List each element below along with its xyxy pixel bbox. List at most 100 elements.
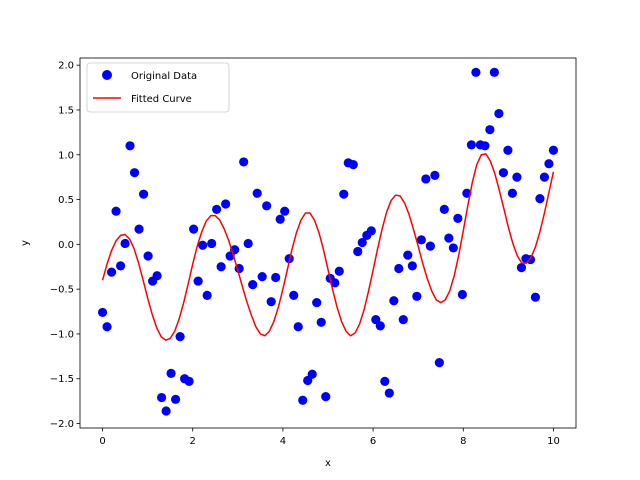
x-axis-label: x <box>325 458 331 469</box>
y-axis-label: y <box>20 240 31 246</box>
fitted-curve-line <box>101 153 555 341</box>
data-point <box>471 67 481 77</box>
data-point <box>357 237 367 248</box>
data-point <box>129 168 140 178</box>
y-tick-label: −2.0 <box>50 419 74 430</box>
data-point <box>266 297 276 307</box>
data-point <box>403 250 413 260</box>
legend-marker-original-data <box>102 70 112 80</box>
data-point <box>184 376 194 387</box>
data-point <box>512 172 522 182</box>
data-point <box>221 199 231 209</box>
data-point <box>539 172 550 182</box>
y-tick-label: −0.5 <box>50 285 74 296</box>
y-tick-label: −1.5 <box>50 374 74 385</box>
data-point <box>466 140 476 150</box>
data-point <box>170 394 181 404</box>
x-axis: 0 2 4 6 8 10 <box>99 428 560 447</box>
data-point <box>106 267 117 277</box>
axes-frame <box>79 57 577 429</box>
data-point <box>416 235 426 245</box>
data-point <box>271 272 281 283</box>
legend: Original Data Fitted Curve <box>86 62 230 113</box>
data-point <box>243 238 253 249</box>
data-point <box>457 289 467 300</box>
data-point <box>430 170 440 180</box>
data-point <box>202 290 212 301</box>
data-point <box>198 240 208 250</box>
y-tick-label: 1.0 <box>58 150 74 161</box>
data-point <box>111 206 121 216</box>
data-point <box>330 278 340 288</box>
data-point <box>412 291 422 301</box>
x-tick-label: 10 <box>547 436 560 447</box>
data-point <box>307 369 317 379</box>
y-axis: −2.0 −1.5 −1.0 −0.5 0.0 0.5 1.0 1.5 2.0 <box>50 61 80 430</box>
data-point <box>448 243 458 253</box>
data-point <box>498 168 508 178</box>
data-point <box>134 224 144 234</box>
legend-box <box>86 62 230 113</box>
x-tick-label: 6 <box>370 436 376 447</box>
y-tick-label: −1.0 <box>50 329 74 340</box>
data-point <box>216 262 226 272</box>
data-point <box>507 188 518 198</box>
data-point <box>439 204 449 214</box>
data-point <box>489 67 499 77</box>
data-point <box>444 233 454 243</box>
data-point <box>334 266 344 276</box>
data-point <box>503 145 513 155</box>
data-point <box>252 188 262 198</box>
data-point <box>516 263 527 273</box>
data-point <box>375 321 385 331</box>
data-point <box>115 261 126 271</box>
data-point <box>535 194 545 204</box>
data-point <box>138 189 149 199</box>
data-point <box>280 206 290 216</box>
data-point <box>366 226 376 236</box>
legend-label-fitted-curve: Fitted Curve <box>131 94 192 105</box>
data-point <box>293 322 303 332</box>
data-point <box>548 145 559 155</box>
data-point <box>166 368 176 378</box>
data-point <box>530 292 541 302</box>
data-point <box>262 201 272 211</box>
data-point <box>398 315 408 325</box>
data-point <box>316 317 326 327</box>
data-point <box>289 290 299 301</box>
data-point <box>389 296 399 306</box>
data-point <box>407 261 417 271</box>
data-point <box>425 241 435 251</box>
data-point <box>494 108 504 119</box>
y-tick-label: 2.0 <box>58 61 74 72</box>
data-point <box>157 392 167 403</box>
x-tick-label: 2 <box>190 436 196 447</box>
data-point <box>248 280 258 290</box>
data-point <box>394 263 404 274</box>
data-point <box>485 125 495 135</box>
y-tick-label: 0.5 <box>58 195 74 206</box>
data-point <box>453 213 463 223</box>
data-point <box>434 358 444 368</box>
data-point <box>312 297 322 308</box>
data-point <box>421 174 431 184</box>
data-point <box>480 141 490 151</box>
data-point <box>239 157 249 167</box>
data-point <box>152 271 162 281</box>
data-point <box>380 376 390 387</box>
x-tick-label: 4 <box>280 436 286 447</box>
data-point <box>102 322 112 332</box>
data-point <box>257 272 267 282</box>
data-point <box>212 204 222 214</box>
data-point <box>143 251 153 261</box>
x-tick-label: 8 <box>460 436 466 447</box>
data-point <box>275 214 285 224</box>
legend-label-original-data: Original Data <box>131 71 197 82</box>
y-tick-label: 1.5 <box>58 105 74 116</box>
data-point <box>298 395 308 405</box>
data-point <box>161 406 171 416</box>
data-point <box>120 238 130 249</box>
data-point <box>189 224 199 234</box>
y-tick-label: 0.0 <box>58 240 74 251</box>
